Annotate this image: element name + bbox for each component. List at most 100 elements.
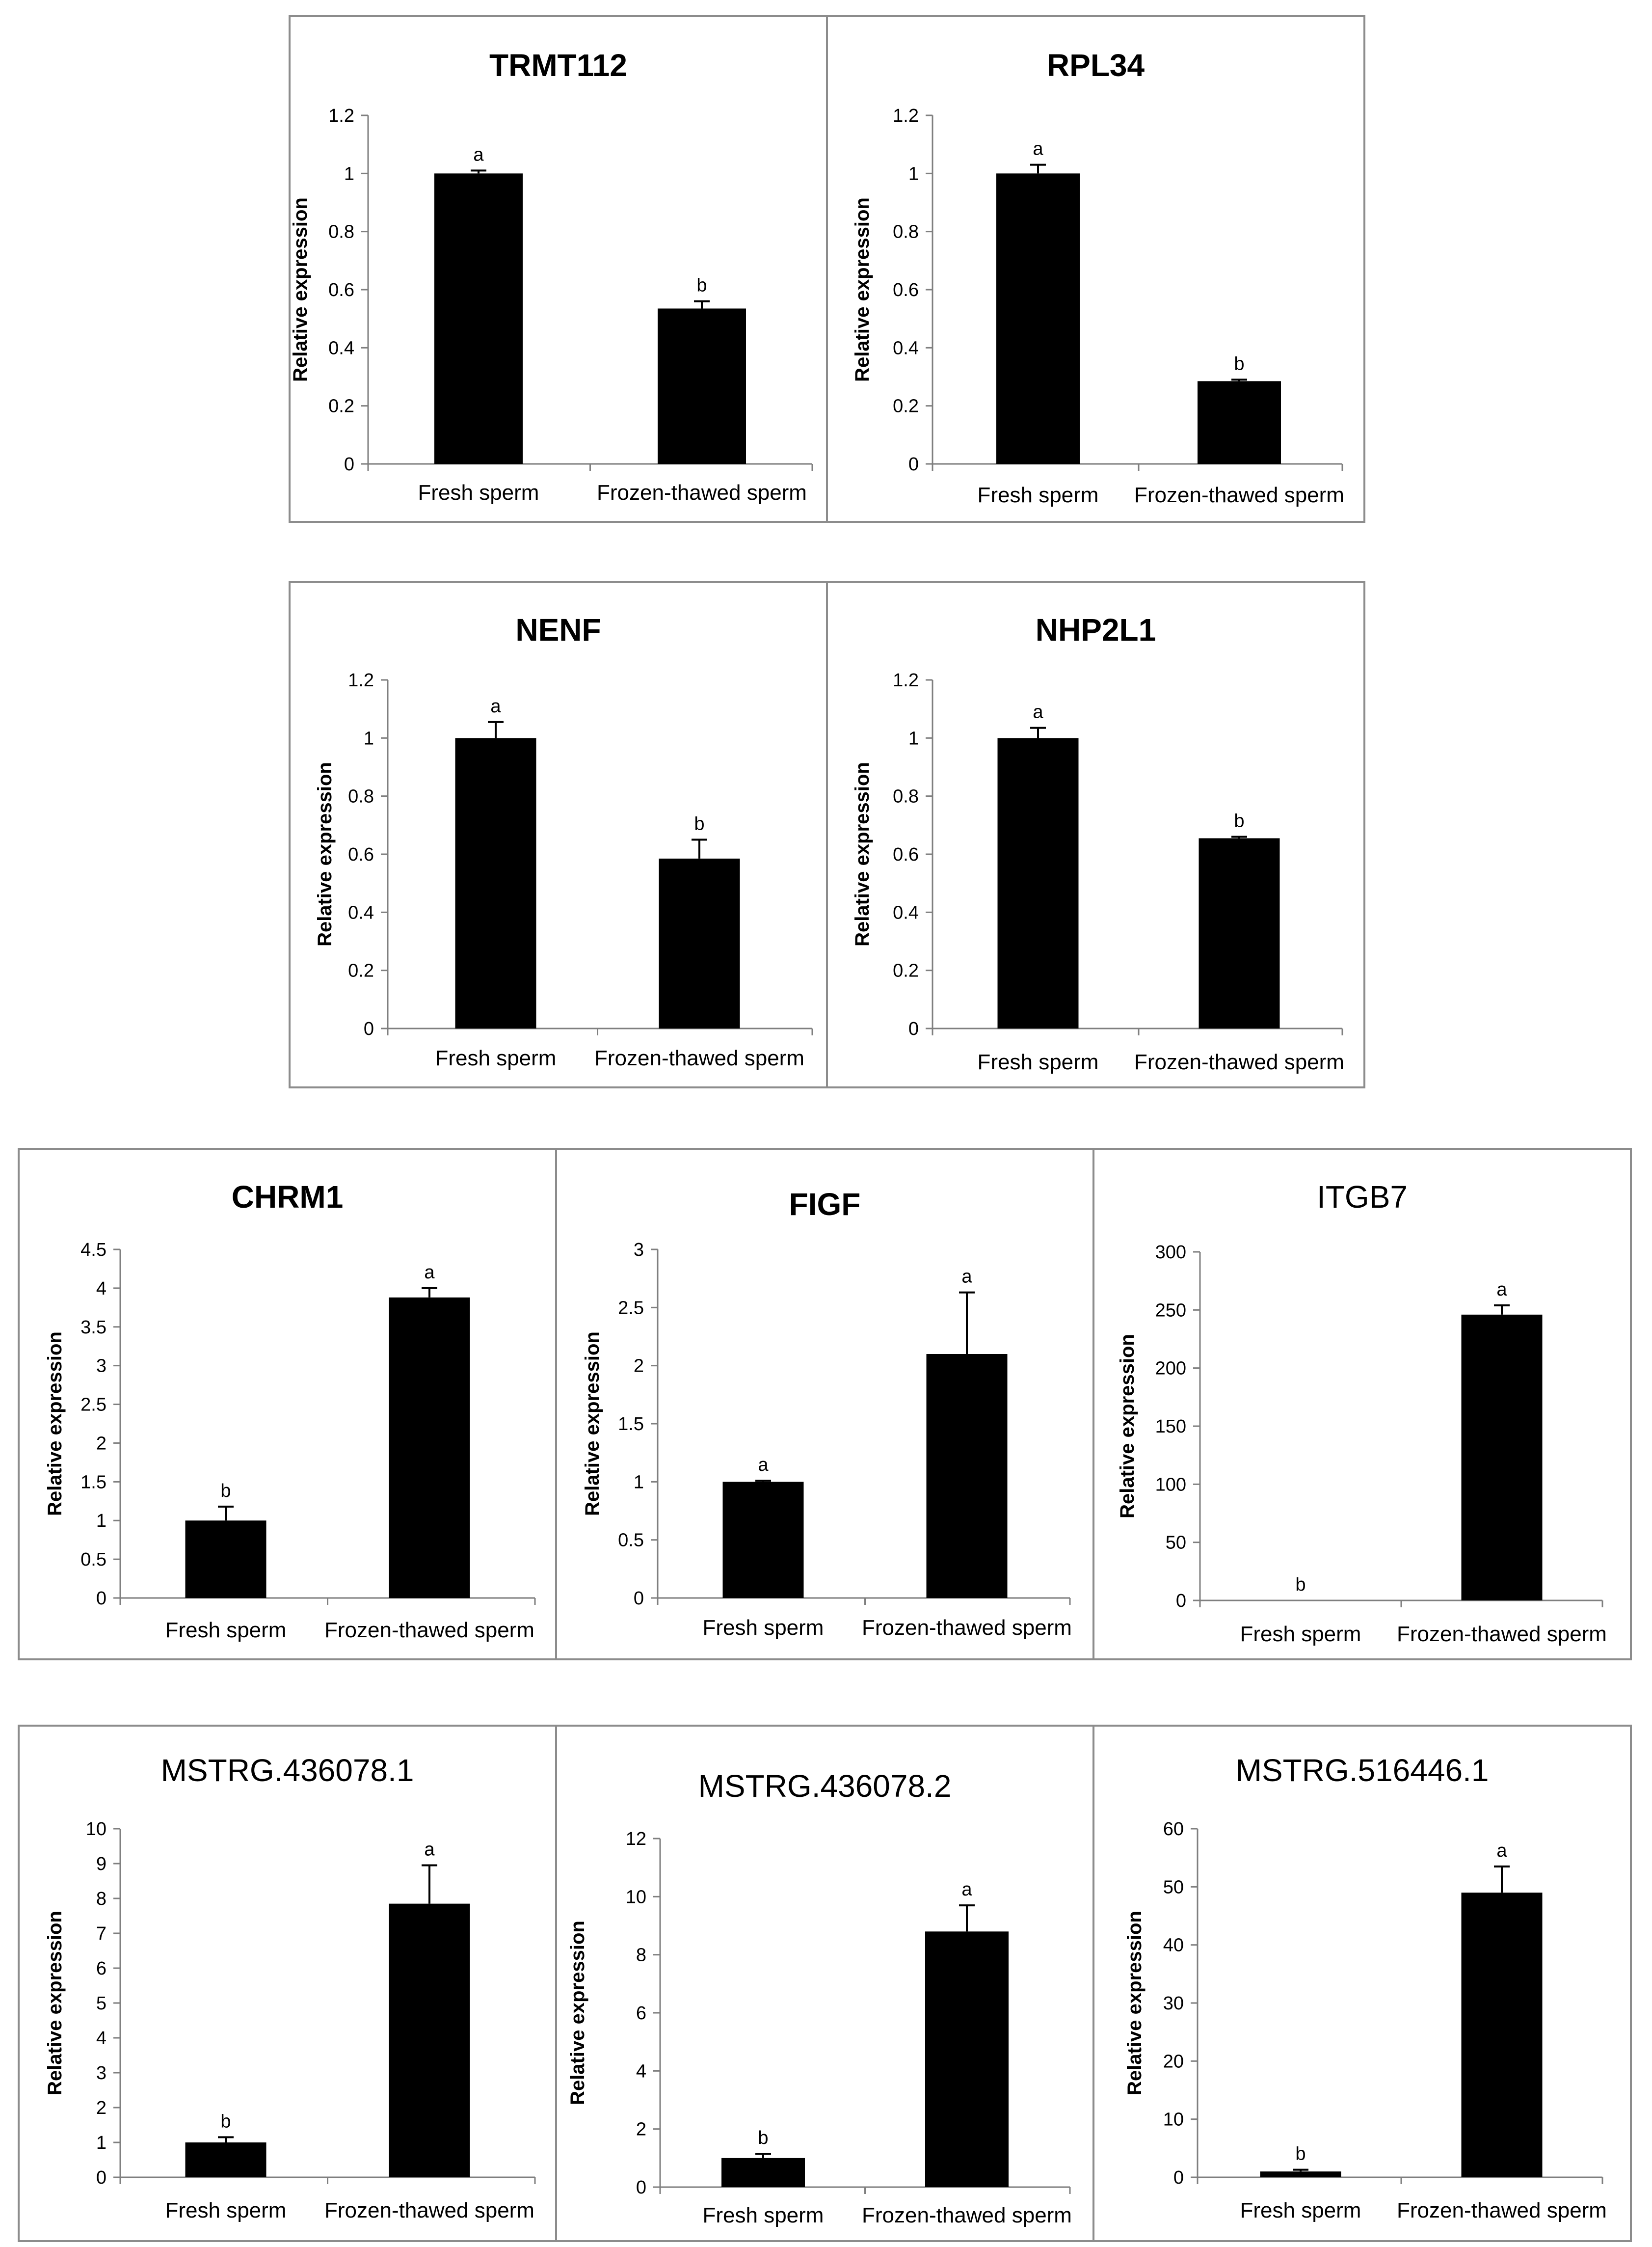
y-tick-label: 0.6 <box>328 280 354 300</box>
significance-label: a <box>424 1262 435 1283</box>
significance-label: a <box>424 1840 435 1860</box>
y-tick-label: 40 <box>1163 1935 1184 1956</box>
significance-label: a <box>961 1267 972 1287</box>
significance-label: b <box>220 2111 231 2132</box>
y-tick-label: 0 <box>364 1019 374 1039</box>
x-category-label: Frozen-thawed sperm <box>862 2203 1072 2227</box>
chart-panel: NHP2L1 0 0.2 0.4 0.6 0.8 1 1.2 Relative expressi… <box>826 581 1365 1088</box>
y-tick-label: 12 <box>626 1829 646 1849</box>
y-tick-label: 0.2 <box>893 961 919 981</box>
y-tick-label: 200 <box>1155 1358 1186 1379</box>
y-tick-label: 0.4 <box>328 338 354 358</box>
bar <box>389 1903 470 2177</box>
y-axis-label: Relative expression <box>1124 1911 1146 2095</box>
x-category-label: Frozen-thawed sperm <box>1397 2198 1607 2222</box>
y-tick-label: 0 <box>636 2177 646 2198</box>
y-tick-label: 1.5 <box>80 1472 107 1492</box>
x-category-label: Frozen-thawed sperm <box>1134 483 1344 507</box>
y-axis-label: Relative expression <box>852 197 873 382</box>
bar <box>925 1931 1009 2187</box>
x-category-label: Fresh sperm <box>1240 1622 1361 1646</box>
y-axis-label: Relative expression <box>290 197 311 382</box>
chart-panel: MSTRG.436078.1 0 1 2 3 4 5 6 7 8 9 10 Relative expre… <box>18 1725 557 2242</box>
y-tick-label: 1.2 <box>348 670 374 691</box>
panel-border <box>1092 1148 1632 1660</box>
chart-panel: MSTRG.436078.2 0 2 4 6 8 10 12 Relative expressi… <box>555 1725 1094 2242</box>
significance-label: b <box>1295 2144 1306 2165</box>
chart-panel: RPL34 0 0.2 0.4 0.6 0.8 1 1.2 Relative expressio… <box>826 15 1365 523</box>
y-tick-label: 1 <box>634 1472 644 1492</box>
y-tick-label: 0.4 <box>893 902 919 923</box>
bar <box>659 858 740 1029</box>
x-category-label: Fresh sperm <box>703 2203 824 2227</box>
y-tick-label: 0.2 <box>348 961 374 981</box>
y-tick-label: 10 <box>86 1819 107 1840</box>
significance-label: b <box>1295 1574 1306 1595</box>
x-category-label: Fresh sperm <box>435 1046 557 1070</box>
y-tick-label: 0 <box>1173 2167 1184 2188</box>
y-tick-label: 0.2 <box>893 396 919 417</box>
y-tick-label: 2 <box>96 2098 107 2118</box>
y-tick-label: 1.5 <box>618 1414 644 1435</box>
y-axis-label: Relative expression <box>567 1921 588 2105</box>
y-tick-label: 0.8 <box>893 786 919 807</box>
significance-label: b <box>758 2128 768 2148</box>
x-category-label: Fresh sperm <box>165 2198 287 2222</box>
y-tick-label: 4 <box>636 2061 646 2082</box>
chart-panel: CHRM1 0 0.5 1 1.5 2 2.5 3 3.5 4 4.5 Relative expres… <box>18 1148 557 1660</box>
chart-title: NENF <box>515 612 601 648</box>
y-tick-label: 50 <box>1163 1877 1184 1897</box>
panel-border <box>289 581 828 1088</box>
y-tick-label: 0.6 <box>893 844 919 865</box>
bar <box>721 2158 805 2187</box>
bar <box>996 173 1080 464</box>
y-tick-label: 6 <box>636 2003 646 2024</box>
x-category-label: Fresh sperm <box>703 1616 824 1640</box>
panel-border <box>18 1725 557 2242</box>
y-tick-label: 9 <box>96 1854 107 1874</box>
y-axis-label: Relative expression <box>582 1331 603 1516</box>
y-tick-label: 4 <box>96 2028 107 2049</box>
bar <box>926 1354 1008 1598</box>
y-tick-label: 1.2 <box>893 670 919 691</box>
y-tick-label: 2.5 <box>80 1395 107 1415</box>
y-tick-label: 1 <box>908 163 919 184</box>
significance-label: b <box>696 275 707 296</box>
bar <box>722 1482 804 1598</box>
significance-label: a <box>1496 1841 1507 1861</box>
y-tick-label: 0 <box>1176 1591 1186 1611</box>
x-category-label: Frozen-thawed sperm <box>597 481 807 505</box>
chart-panel: MSTRG.516446.1 0 10 20 30 40 50 60 Relative expr… <box>1092 1725 1632 2242</box>
y-tick-label: 10 <box>1163 2110 1184 2130</box>
chart-title: MSTRG.516446.1 <box>1236 1753 1489 1788</box>
y-tick-label: 0.8 <box>348 786 374 807</box>
chart-title: CHRM1 <box>232 1179 344 1215</box>
chart-panel: FIGF 0 0.5 1 1.5 2 2.5 3 Relative expression a Fre… <box>555 1148 1094 1660</box>
x-category-label: Frozen-thawed sperm <box>1397 1622 1607 1646</box>
chart-title: TRMT112 <box>489 48 627 83</box>
y-tick-label: 0.8 <box>328 222 354 243</box>
x-category-label: Fresh sperm <box>165 1618 287 1642</box>
significance-label: b <box>1234 353 1244 374</box>
chart-panel: ITGB7 0 50 100 150 200 250 300 Relative expressi… <box>1092 1148 1632 1660</box>
y-tick-label: 0.5 <box>80 1549 107 1570</box>
y-axis-label: Relative expression <box>852 762 873 947</box>
panel-border <box>289 15 828 523</box>
y-tick-label: 1 <box>96 2133 107 2153</box>
x-category-label: Frozen-thawed sperm <box>324 2198 534 2222</box>
bar <box>185 1520 266 1598</box>
y-tick-label: 1 <box>344 163 354 184</box>
bar <box>1461 1893 1543 2177</box>
y-tick-label: 8 <box>96 1889 107 1909</box>
significance-label: b <box>220 1481 231 1501</box>
y-tick-label: 5 <box>96 1993 107 2014</box>
bar <box>1198 381 1281 464</box>
y-tick-label: 2.5 <box>618 1298 644 1318</box>
bar <box>434 173 523 464</box>
y-tick-label: 10 <box>626 1887 646 1907</box>
y-tick-label: 0 <box>908 454 919 475</box>
bar <box>185 2142 266 2177</box>
bar <box>997 738 1079 1029</box>
chart-title: MSTRG.436078.2 <box>698 1768 952 1804</box>
